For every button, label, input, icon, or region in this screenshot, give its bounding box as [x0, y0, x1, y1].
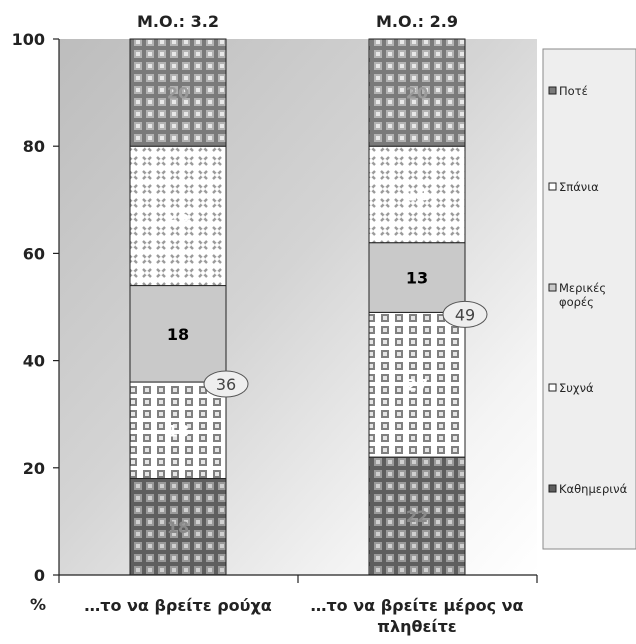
bar-segment [368, 145, 466, 244]
legend-box [542, 48, 636, 550]
data-label: 27 [406, 376, 428, 395]
unit-label: % [30, 595, 46, 614]
mean-label: Μ.Ο.: 2.9 [376, 12, 458, 31]
mean-label: Μ.Ο.: 3.2 [137, 12, 219, 31]
legend-label: Συχνά [559, 381, 594, 395]
data-label: 13 [406, 269, 428, 288]
y-tick-label: 80 [23, 137, 45, 156]
category-label: …το να βρείτε ρούχα [84, 596, 272, 615]
y-tick-label: 40 [23, 352, 45, 371]
legend-swatch [548, 383, 557, 392]
bar-segment [368, 456, 466, 576]
y-tick-label: 20 [23, 459, 45, 478]
cumulative-callout [203, 370, 249, 398]
cumulative-callout [442, 300, 488, 328]
data-label: 18 [167, 325, 189, 344]
data-label: 20 [406, 84, 428, 103]
legend-swatch [548, 86, 557, 95]
legend-swatch [548, 182, 557, 191]
legend-swatch [548, 283, 557, 292]
y-tick-label: 100 [12, 30, 45, 49]
cumulative-callout-label: 36 [216, 375, 236, 394]
bar-segment [129, 145, 227, 287]
bar-segment [129, 38, 227, 147]
bar-segment [368, 38, 466, 147]
y-tick-label: 60 [23, 244, 45, 263]
bar-segment [129, 285, 227, 383]
bar-segment [368, 242, 466, 313]
cumulative-callout-label: 49 [455, 305, 475, 324]
legend-label: Μερικές φορές [559, 281, 606, 309]
legend-swatch [548, 484, 557, 493]
legend-label: Καθημερινά [559, 482, 628, 496]
data-label: 18 [167, 421, 189, 440]
data-label: 18 [406, 185, 428, 204]
data-label: 20 [167, 84, 189, 103]
data-label: 26 [167, 207, 189, 226]
data-label: 18 [167, 518, 189, 537]
data-label: 22 [406, 507, 428, 526]
legend-label: Ποτέ [559, 84, 588, 98]
category-label: …το να βρείτε μέρος να πληθείτε [310, 596, 523, 636]
y-tick-label: 0 [34, 566, 45, 585]
bar-segment [368, 311, 466, 458]
legend-label: Σπάνια [559, 180, 599, 194]
bar-segment [129, 478, 227, 576]
